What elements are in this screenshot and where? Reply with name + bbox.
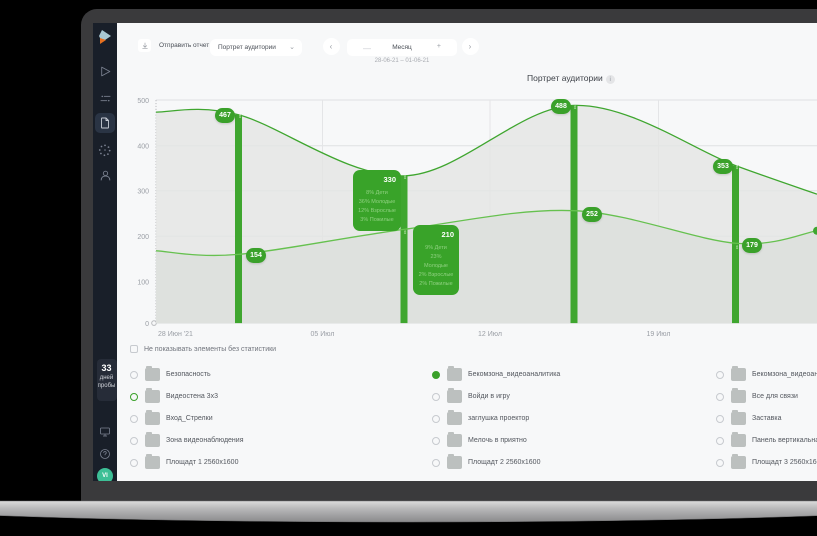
- svg-text:28 Июн '21: 28 Июн '21: [158, 331, 193, 338]
- svg-text:500: 500: [137, 98, 149, 105]
- svg-text:19 Июл: 19 Июл: [647, 331, 671, 338]
- svg-text:300: 300: [137, 189, 149, 196]
- svg-text:0: 0: [145, 321, 149, 328]
- svg-text:100: 100: [137, 279, 149, 286]
- svg-text:400: 400: [137, 144, 149, 151]
- svg-text:05 Июл: 05 Июл: [311, 331, 335, 338]
- svg-text:12 Июл: 12 Июл: [478, 331, 502, 338]
- svg-text:200: 200: [137, 234, 149, 241]
